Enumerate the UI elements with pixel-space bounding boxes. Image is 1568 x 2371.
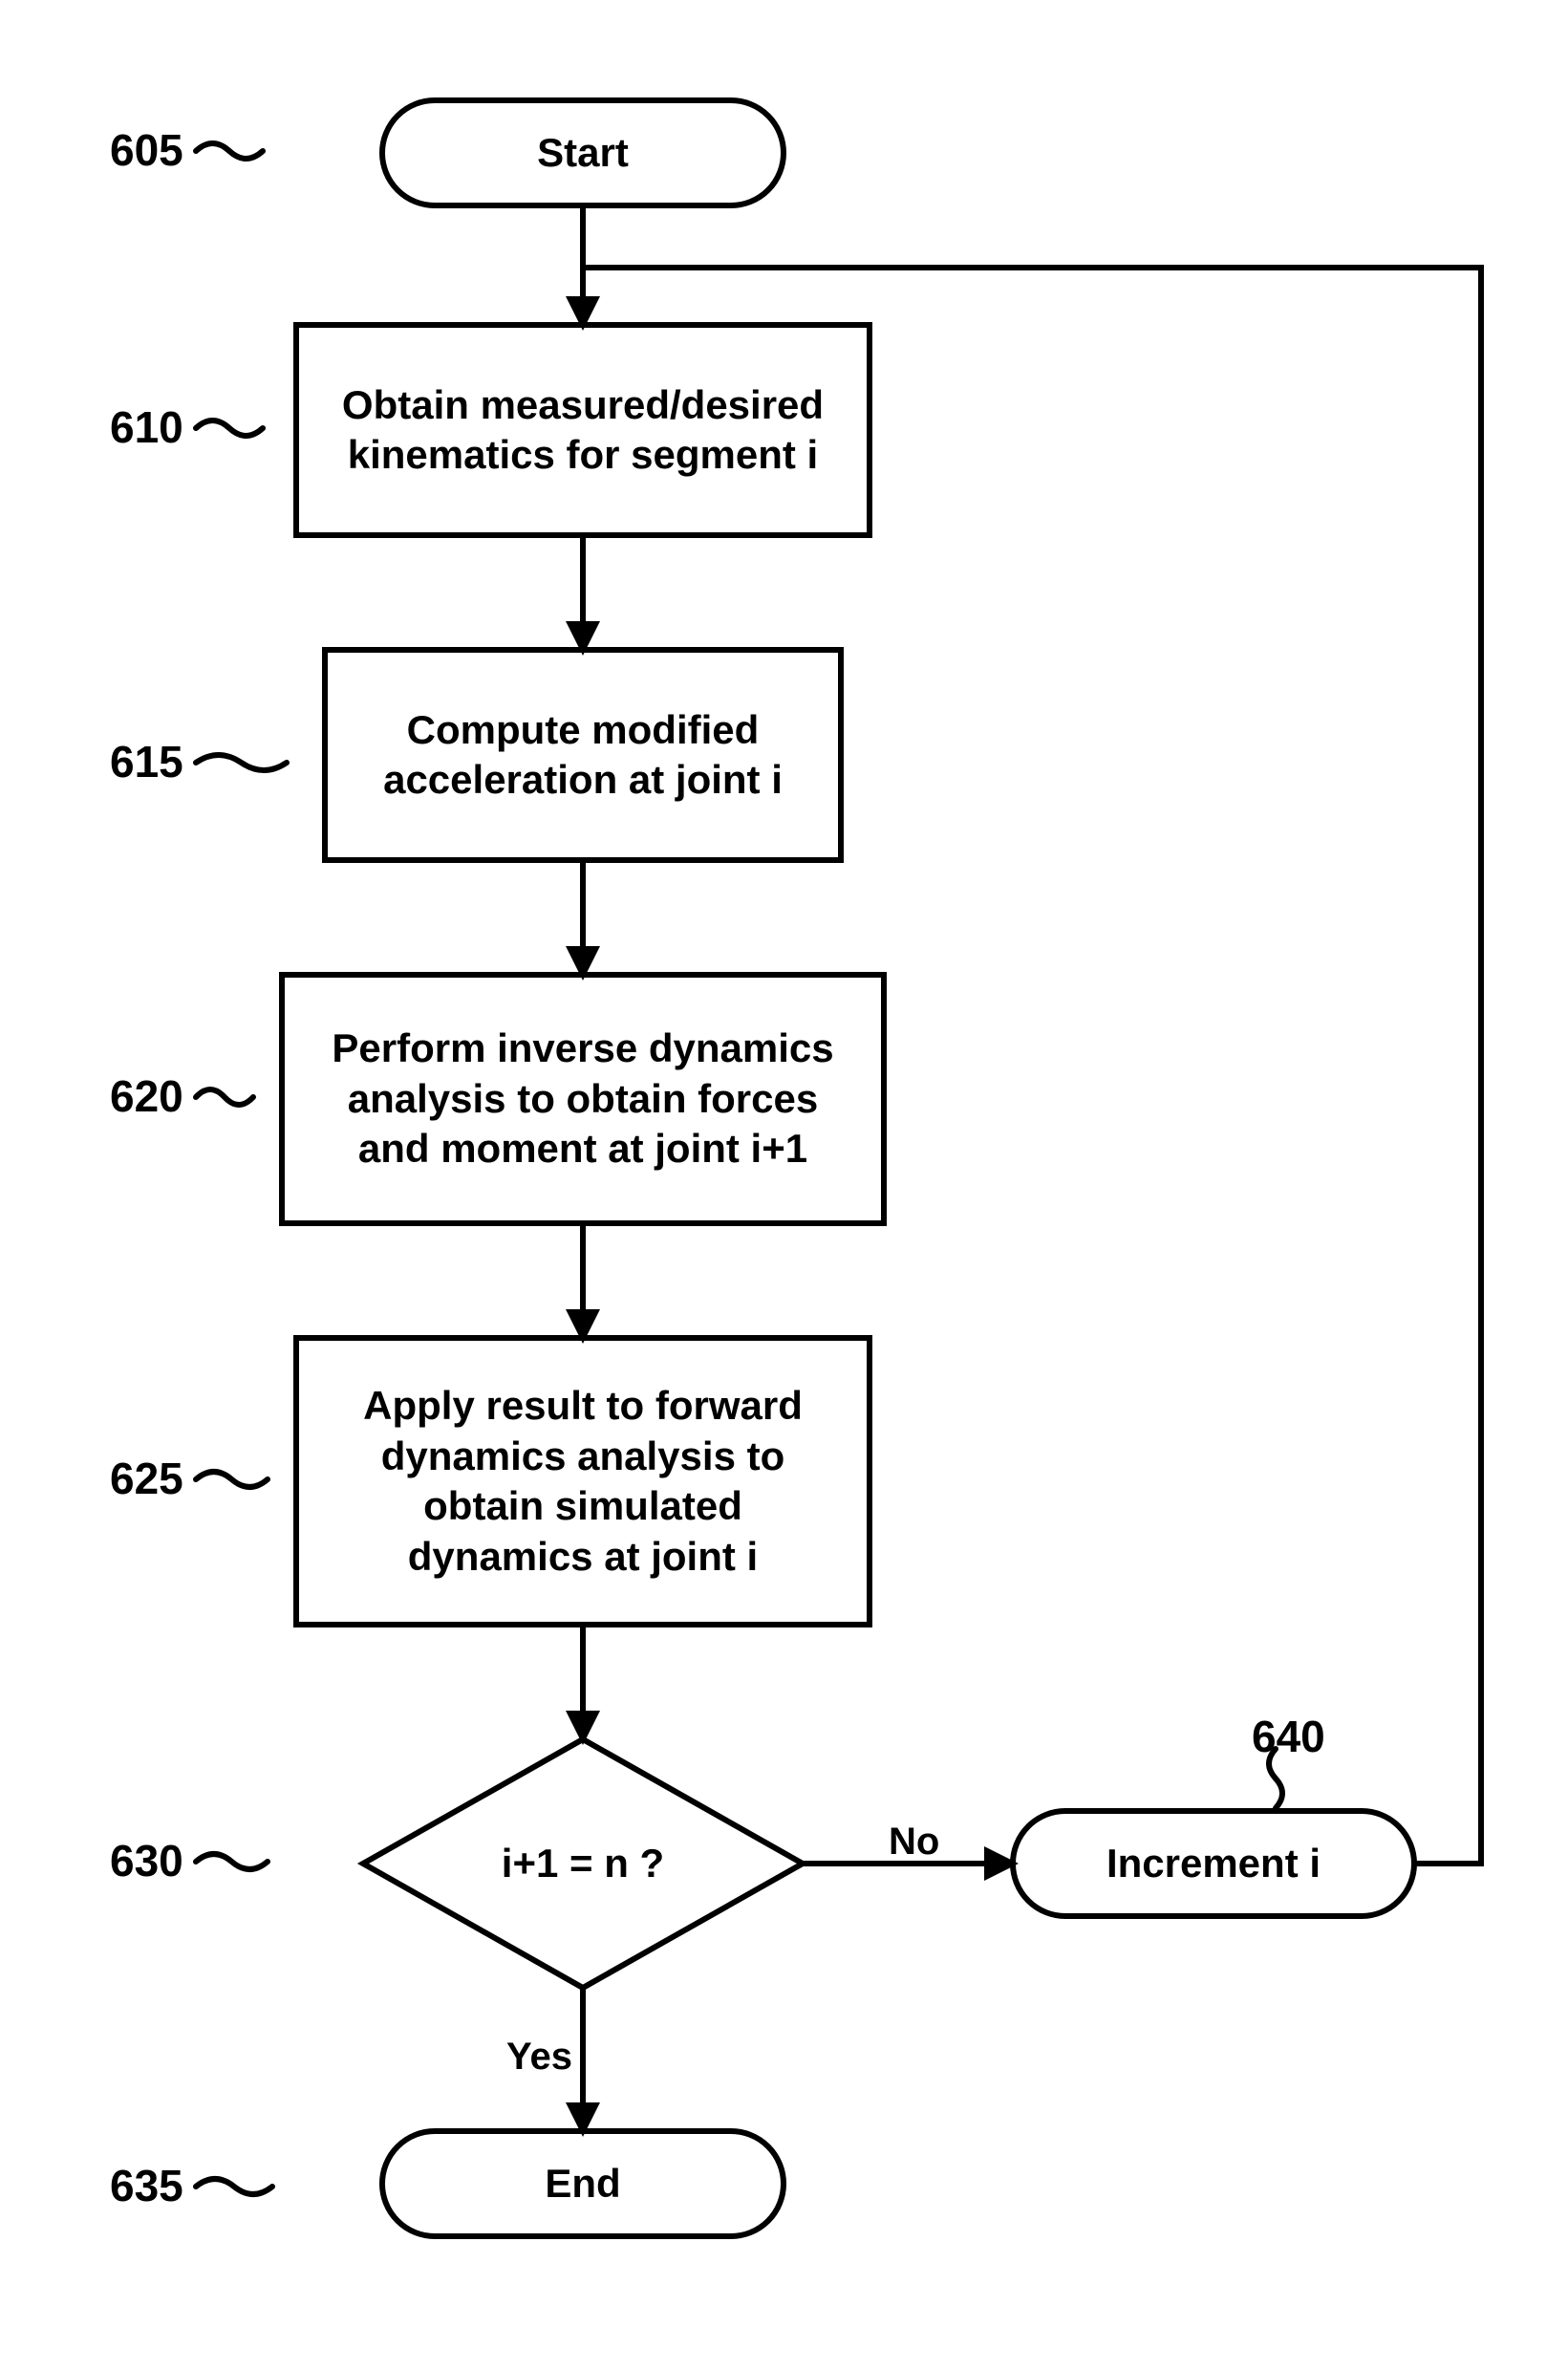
ref-610: 610 — [110, 401, 183, 453]
ref-615: 615 — [110, 736, 183, 787]
ref-630: 630 — [110, 1835, 183, 1886]
ref-640: 640 — [1252, 1711, 1325, 1762]
node-n620: Perform inverse dynamics analysis to obt… — [282, 975, 884, 1223]
node-n615: Compute modified acceleration at joint i — [325, 650, 841, 860]
edge-label: Yes — [506, 2036, 572, 2079]
ref-625: 625 — [110, 1453, 183, 1504]
node-n610: Obtain measured/desired kinematics for s… — [296, 325, 870, 535]
ref-635: 635 — [110, 2160, 183, 2211]
node-end: End — [382, 2131, 784, 2236]
edge-label: No — [889, 1821, 939, 1864]
ref-605: 605 — [110, 124, 183, 176]
ref-620: 620 — [110, 1070, 183, 1122]
flowchart-canvas: Start Obtain measured/desired kinematics … — [0, 0, 1568, 2371]
node-n625: Apply result to forward dynamics analysi… — [296, 1338, 870, 1625]
node-n640: Increment i — [1013, 1811, 1414, 1916]
node-n630: i+1 = n ? — [363, 1739, 803, 1988]
node-start: Start — [382, 100, 784, 205]
